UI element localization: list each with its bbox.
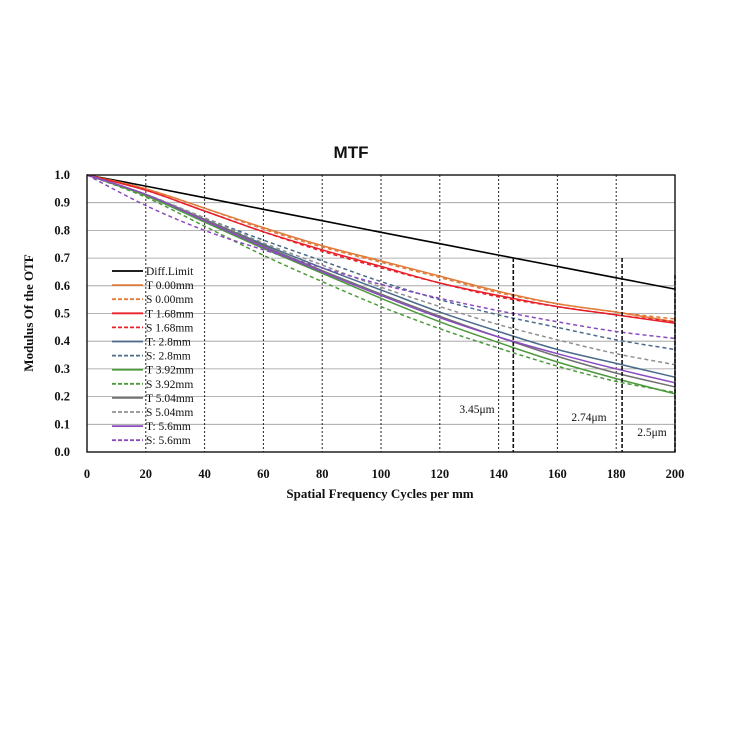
series-line-12: [86, 174, 676, 340]
y-tick-label: 0.9: [54, 196, 70, 210]
y-tick-label: 0.5: [54, 307, 70, 321]
x-tick-label: 120: [430, 467, 449, 481]
legend-entry: T: 2.8mm: [146, 337, 191, 349]
series-line-11: [86, 174, 676, 384]
y-tick-label: 1.0: [54, 168, 70, 182]
x-tick-label: 200: [666, 467, 685, 481]
axes: [86, 174, 676, 453]
chart-title: MTF: [334, 143, 369, 162]
reference-label: 3.45μm: [459, 404, 494, 416]
series-line-0: [86, 174, 676, 290]
reference-label: 2.74μm: [571, 412, 606, 424]
reference-lines: 3.45μm 2.74μm 2.5μm: [459, 258, 676, 452]
y-tick-label: 0.1: [54, 417, 70, 431]
legend-entry: S 0.00mm: [146, 294, 193, 306]
y-tick-label: 0.7: [54, 251, 70, 265]
x-tick-label: 100: [372, 467, 391, 481]
y-tick-label: 0.4: [54, 334, 70, 348]
x-axis-label: Spatial Frequency Cycles per mm: [286, 486, 473, 501]
x-tick-label: 20: [140, 467, 153, 481]
y-tick-label: 0.6: [54, 279, 70, 293]
legend-entry: T 1.68mm: [146, 308, 194, 320]
y-tick-label: 0.3: [54, 362, 70, 376]
plot-frame: [86, 174, 676, 453]
x-tick-label: 160: [548, 467, 567, 481]
tick-labels: 0 20 40 60 80 100 120 140 160 180 200 0.0 0.1 0.2 0.3 0…: [54, 168, 684, 481]
y-tick-label: 0.2: [54, 390, 70, 404]
legend-entry: T 0.00mm: [146, 280, 194, 292]
legend-entry: Diff.Limit: [146, 266, 194, 278]
x-tick-label: 80: [316, 467, 329, 481]
x-tick-label: 0: [84, 467, 90, 481]
series-line-8: [86, 174, 676, 394]
x-tick-label: 40: [198, 467, 211, 481]
legend-entry: T 5.04mm: [146, 393, 194, 405]
series-line-9: [86, 174, 676, 388]
series-line-7: [86, 174, 676, 395]
legend: Diff.Limit T 0.00mm S 0.00mm T 1.68mm S 1.68…: [112, 266, 194, 447]
plot-area: [86, 174, 676, 395]
y-tick-label: 0.0: [54, 445, 70, 459]
reference-label: 2.5μm: [637, 427, 667, 439]
legend-entry: T: 5.6mm: [146, 421, 191, 433]
y-tick-label: 0.8: [54, 223, 70, 237]
series-line-2: [86, 174, 676, 320]
x-tick-label: 140: [489, 467, 508, 481]
series-line-4: [86, 174, 676, 323]
legend-entry: S 3.92mm: [146, 379, 193, 391]
series-line-10: [86, 174, 676, 366]
legend-entry: S 1.68mm: [146, 322, 193, 334]
legend-entry: S 5.04mm: [146, 407, 193, 419]
legend-entry: S: 2.8mm: [146, 351, 191, 363]
y-axis-label: Modulus Of the OTF: [21, 254, 36, 371]
legend-entry: T 3.92mm: [146, 365, 194, 377]
x-tick-label: 60: [257, 467, 270, 481]
legend-entry: S: 5.6mm: [146, 435, 191, 447]
x-tick-label: 180: [607, 467, 626, 481]
